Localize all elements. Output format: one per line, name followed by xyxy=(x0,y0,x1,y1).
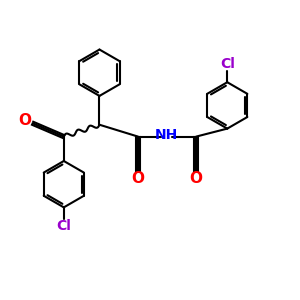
Text: O: O xyxy=(19,113,32,128)
Text: O: O xyxy=(190,171,202,186)
Text: O: O xyxy=(132,171,145,186)
Text: Cl: Cl xyxy=(220,57,235,71)
Text: Cl: Cl xyxy=(56,219,71,233)
Text: NH: NH xyxy=(155,128,178,142)
